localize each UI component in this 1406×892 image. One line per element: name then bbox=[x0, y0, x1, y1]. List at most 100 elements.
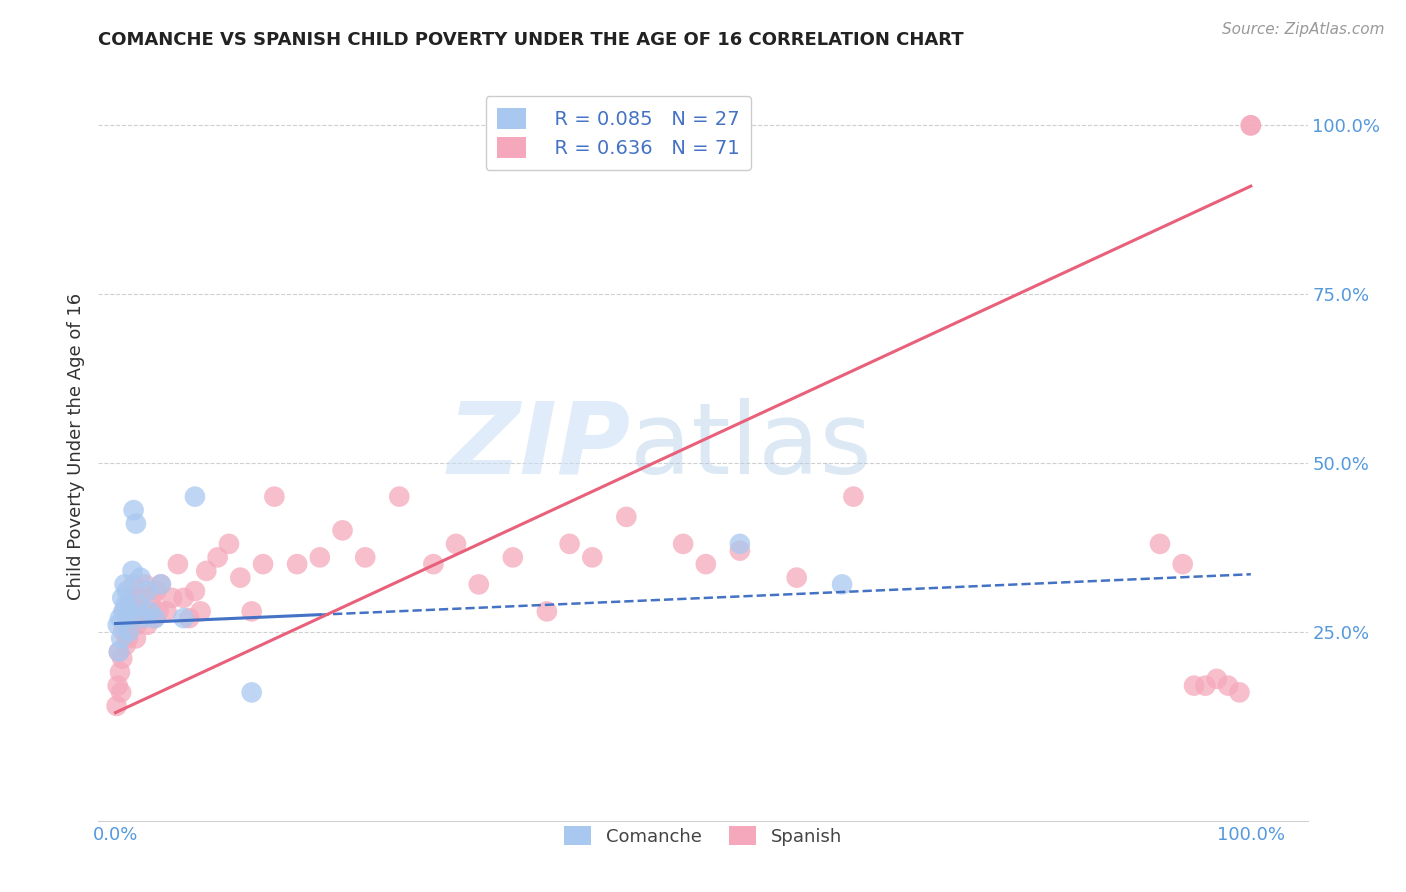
Point bbox=[229, 571, 252, 585]
Point bbox=[117, 611, 139, 625]
Point bbox=[129, 571, 152, 585]
Point bbox=[105, 698, 128, 713]
Point bbox=[195, 564, 218, 578]
Point bbox=[132, 611, 155, 625]
Point bbox=[145, 584, 167, 599]
Point bbox=[108, 645, 131, 659]
Text: ZIP: ZIP bbox=[447, 398, 630, 494]
Point bbox=[112, 604, 135, 618]
Point bbox=[173, 591, 195, 605]
Point bbox=[127, 604, 149, 618]
Point bbox=[354, 550, 377, 565]
Point bbox=[218, 537, 240, 551]
Text: atlas: atlas bbox=[630, 398, 872, 494]
Point bbox=[115, 611, 138, 625]
Text: Source: ZipAtlas.com: Source: ZipAtlas.com bbox=[1222, 22, 1385, 37]
Point bbox=[131, 611, 153, 625]
Point bbox=[240, 604, 263, 618]
Point bbox=[536, 604, 558, 618]
Point bbox=[114, 604, 136, 618]
Point bbox=[332, 524, 354, 538]
Point bbox=[115, 584, 138, 599]
Point bbox=[143, 611, 166, 625]
Point bbox=[173, 611, 195, 625]
Point bbox=[1216, 679, 1239, 693]
Point bbox=[111, 651, 134, 665]
Y-axis label: Child Poverty Under the Age of 16: Child Poverty Under the Age of 16 bbox=[66, 293, 84, 599]
Point bbox=[179, 611, 201, 625]
Point bbox=[148, 604, 170, 618]
Point bbox=[558, 537, 581, 551]
Point bbox=[138, 604, 160, 618]
Point bbox=[581, 550, 603, 565]
Point bbox=[110, 685, 132, 699]
Point bbox=[125, 516, 148, 531]
Point bbox=[120, 604, 142, 618]
Point bbox=[122, 577, 145, 591]
Point bbox=[141, 591, 163, 605]
Point bbox=[129, 591, 152, 605]
Point bbox=[120, 591, 142, 605]
Point bbox=[1171, 557, 1194, 571]
Point bbox=[122, 503, 145, 517]
Point bbox=[190, 604, 212, 618]
Point bbox=[263, 490, 285, 504]
Point bbox=[134, 577, 156, 591]
Point bbox=[121, 611, 143, 625]
Legend: Comanche, Spanish: Comanche, Spanish bbox=[557, 819, 849, 853]
Point bbox=[786, 571, 808, 585]
Point bbox=[614, 509, 637, 524]
Point bbox=[1182, 679, 1205, 693]
Point bbox=[117, 632, 139, 646]
Point bbox=[149, 577, 172, 591]
Point bbox=[114, 598, 136, 612]
Point bbox=[114, 577, 136, 591]
Point bbox=[143, 611, 166, 625]
Point bbox=[444, 537, 467, 551]
Point bbox=[240, 685, 263, 699]
Point bbox=[502, 550, 524, 565]
Point bbox=[112, 624, 135, 639]
Point bbox=[422, 557, 444, 571]
Point bbox=[728, 543, 751, 558]
Point bbox=[252, 557, 274, 571]
Text: COMANCHE VS SPANISH CHILD POVERTY UNDER THE AGE OF 16 CORRELATION CHART: COMANCHE VS SPANISH CHILD POVERTY UNDER … bbox=[98, 31, 965, 49]
Point bbox=[118, 598, 141, 612]
Point bbox=[285, 557, 308, 571]
Point bbox=[136, 618, 159, 632]
Point bbox=[1240, 119, 1263, 133]
Point bbox=[155, 604, 177, 618]
Point bbox=[1194, 679, 1216, 693]
Point bbox=[695, 557, 717, 571]
Point bbox=[107, 618, 129, 632]
Point bbox=[831, 577, 853, 591]
Point bbox=[108, 645, 131, 659]
Point bbox=[138, 604, 160, 618]
Point bbox=[388, 490, 411, 504]
Point bbox=[184, 584, 207, 599]
Point bbox=[136, 584, 159, 599]
Point bbox=[167, 557, 190, 571]
Point bbox=[120, 618, 142, 632]
Point bbox=[111, 591, 134, 605]
Point bbox=[842, 490, 865, 504]
Point bbox=[1205, 672, 1227, 686]
Point bbox=[672, 537, 695, 551]
Point bbox=[125, 632, 148, 646]
Point bbox=[114, 638, 136, 652]
Point bbox=[108, 665, 131, 680]
Point bbox=[121, 564, 143, 578]
Point bbox=[125, 618, 148, 632]
Point bbox=[1229, 685, 1251, 699]
Point bbox=[149, 577, 172, 591]
Point bbox=[308, 550, 330, 565]
Point bbox=[184, 490, 207, 504]
Point bbox=[1240, 119, 1263, 133]
Point bbox=[107, 679, 129, 693]
Point bbox=[108, 611, 131, 625]
Point bbox=[728, 537, 751, 551]
Point bbox=[127, 598, 149, 612]
Point bbox=[110, 632, 132, 646]
Point bbox=[124, 604, 146, 618]
Point bbox=[118, 624, 141, 639]
